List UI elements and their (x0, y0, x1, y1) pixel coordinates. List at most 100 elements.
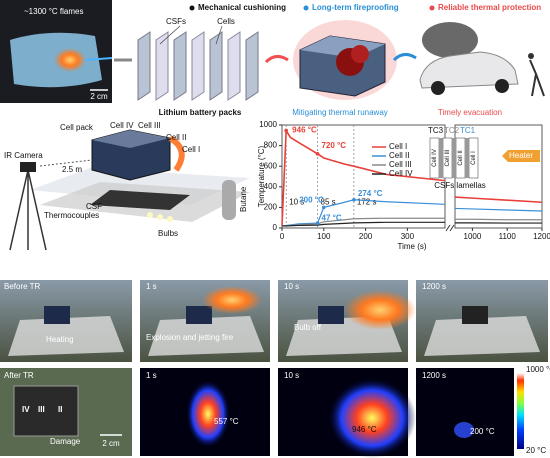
inset-tc-label: TC1 (460, 126, 476, 135)
x-tick-label: 300 (401, 232, 415, 241)
inset-cell (429, 137, 440, 179)
inset-tc-label: TC3 (428, 126, 444, 135)
photo-label: After TR (4, 371, 34, 380)
distance-label: 2.5 m (62, 165, 82, 174)
y-tick-label: 0 (273, 223, 278, 232)
benefit-legend: Mechanical cushioning Long-term fireproof… (189, 3, 541, 12)
photo-label: Damage (50, 437, 81, 446)
scale-label: 2 cm (90, 92, 108, 101)
thermocouples-label: Thermocouples (44, 211, 99, 220)
cell-label: Cell IV (110, 121, 134, 130)
marker-label: 85 s (321, 197, 336, 206)
series-line (282, 221, 445, 227)
y-tick-label: 1000 (259, 120, 277, 129)
battery-pack (137, 31, 259, 101)
inset-cell-label: Cell IV (432, 149, 438, 167)
x-tick-label: 1100 (499, 232, 517, 241)
x-tick-label: 1200 (533, 232, 550, 241)
cell-label: Cell II (166, 133, 186, 142)
x-axis-title: Time (s) (397, 242, 426, 251)
cell-label: III (38, 405, 45, 414)
annotation-label: 47 °C (322, 213, 342, 222)
annotation-point (321, 205, 326, 210)
legend-dot (429, 5, 435, 11)
y-tick-label: 800 (264, 141, 278, 150)
cell-label: IV (22, 405, 30, 414)
annotation-label: 200 °C (299, 196, 324, 205)
legend-label: Cell II (389, 151, 409, 160)
inset-cell-label: Cell II (458, 150, 464, 166)
butane-label: Butane (239, 186, 248, 212)
panel-a: ~1300 °C flames 2 cm Mechanical cushioni… (0, 0, 545, 117)
photo-label: 10 s (284, 282, 299, 291)
inset-cell (442, 137, 453, 179)
cell-label: Cell III (138, 121, 161, 130)
photo-label: Heating (46, 335, 74, 344)
inset-cell (455, 137, 466, 179)
heater-arrow (502, 150, 540, 162)
annotation-point (315, 152, 320, 156)
mitigating-label: Mitigating thermal runaway (292, 108, 388, 117)
x-tick-label: 200 (359, 232, 373, 241)
temp-label: 557 °C (214, 417, 239, 426)
csfs-label: CSFs (166, 17, 186, 26)
legend-label: Mechanical cushioning (198, 3, 286, 12)
torch-flame (85, 57, 113, 61)
photo-label: Bulb off (294, 323, 322, 332)
colorbar-label: 20 °C (526, 446, 546, 455)
inset-lamella (439, 138, 443, 178)
panel-d: Before TR Heating 1 s Explosion and jett… (0, 280, 550, 458)
annotation-label: 274 °C (358, 189, 383, 198)
temp-label: 200 °C (470, 427, 495, 436)
legend-dot (189, 5, 195, 11)
photo-label: 1200 s (422, 282, 446, 291)
inset-heater: Heater (509, 151, 533, 160)
cell-pack-label: Cell pack (60, 123, 94, 132)
photo-label: Explosion and jetting fire (146, 333, 234, 342)
camera-label: IR Camera (4, 151, 43, 160)
flame-label: ~1300 °C flames (24, 7, 83, 16)
bulbs-label: Bulbs (158, 229, 178, 238)
temp-label: 946 °C (352, 425, 377, 434)
annotation-point (315, 221, 320, 225)
arrow (264, 55, 289, 64)
x-tick-label: 100 (317, 232, 331, 241)
evacuation-label: Timely evacuation (438, 108, 502, 117)
series-line (454, 207, 543, 212)
inset-tc-label: TC2 (444, 126, 460, 135)
ir-image (416, 368, 514, 456)
series-line (454, 196, 543, 204)
marker-label: 10 s (289, 197, 304, 206)
flame-spot (54, 48, 86, 72)
x-tick-label: 0 (280, 232, 285, 241)
y-axis-title: Temperature (°C) (257, 145, 266, 207)
scale-label: 2 cm (102, 439, 120, 448)
inset-cell-label: Cell I (471, 151, 477, 165)
y-tick-label: 400 (264, 182, 278, 191)
series-line (281, 127, 446, 226)
panel-b: Cell pack Cell IV Cell III Cell II Cell … (4, 121, 250, 251)
inset-cell (468, 137, 479, 179)
legend-dot (303, 5, 309, 11)
legend-label: Reliable thermal protection (438, 3, 541, 12)
inset-cell-label: Cell III (445, 149, 451, 166)
y-tick-label: 200 (264, 203, 278, 212)
y-tick-label: 600 (264, 161, 278, 170)
x-tick-label: 1000 (464, 232, 482, 241)
plot-frame (281, 124, 446, 229)
panel-c-chart: 0 200 400 600 800 1000 0 100 200 300 1000 1100 1200 T… (257, 120, 550, 251)
legend-label: Cell III (389, 160, 412, 169)
legend-label: Long-term fireproofing (312, 3, 399, 12)
arrow (392, 53, 417, 62)
photo-label: Before TR (4, 282, 41, 291)
photo-label: 1 s (146, 371, 157, 380)
photo-label: 10 s (284, 371, 299, 380)
annotation-point (284, 128, 288, 133)
photo-label: 1 s (146, 282, 157, 291)
cell-label: II (58, 405, 62, 414)
marker-label: 172 s (357, 197, 377, 206)
annotation-label: 720 °C (322, 141, 347, 150)
colorbar-label: 1000 °C (526, 365, 550, 374)
